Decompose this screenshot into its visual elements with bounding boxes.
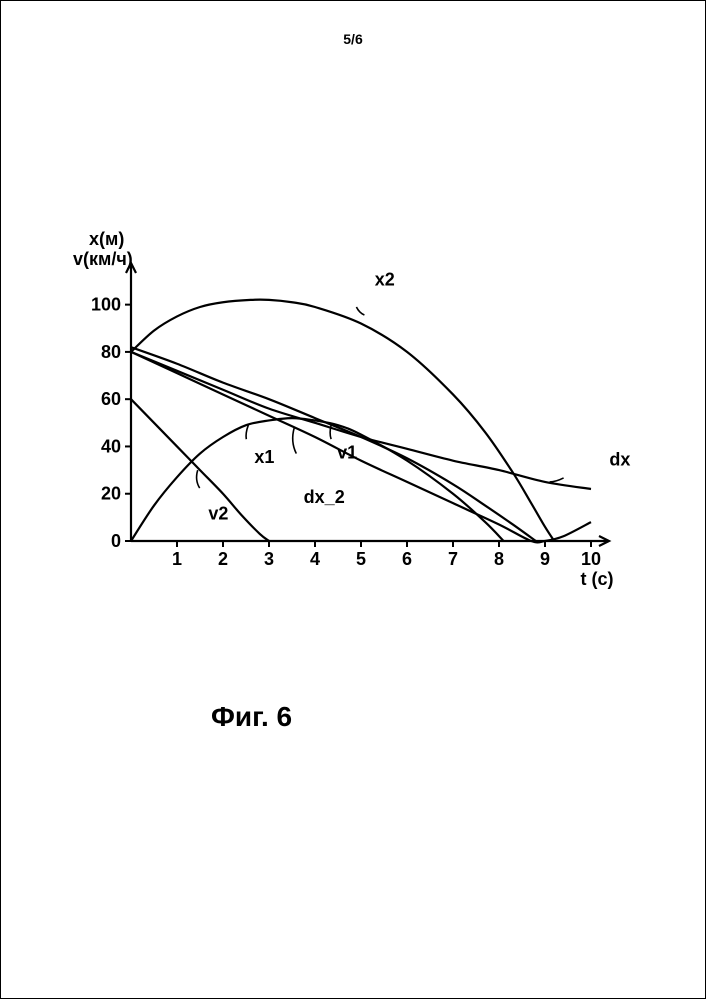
y-tick-label: 60 — [101, 389, 121, 409]
x-tick-label: 9 — [540, 549, 550, 569]
y-tick-label: 40 — [101, 436, 121, 456]
x-tick-label: 5 — [356, 549, 366, 569]
x-tick-label: 6 — [402, 549, 412, 569]
y-tick-label: 80 — [101, 342, 121, 362]
x-tick-label: 3 — [264, 549, 274, 569]
x-tick-label: 4 — [310, 549, 320, 569]
x-tick-label: 8 — [494, 549, 504, 569]
series-label-dx: dx — [609, 449, 630, 469]
series-label-dx2: dx_2 — [304, 487, 345, 507]
x-tick-label: 7 — [448, 549, 458, 569]
y-axis-label-2: v(км/ч) — [73, 249, 133, 269]
figure-caption: Фиг. 6 — [211, 701, 292, 733]
series-label-x2: x2 — [375, 270, 395, 290]
y-tick-label: 20 — [101, 484, 121, 504]
x-axis-label: t (c) — [581, 569, 614, 589]
curve-v2 — [131, 399, 269, 541]
x-tick-label: 2 — [218, 549, 228, 569]
page: 5/6 0 20 40 60 80 100 1 2 3 4 5 6 7 8 9 10 x(м)v(км/ч) t … — [0, 0, 706, 999]
series-label-x1: x1 — [254, 447, 274, 467]
y-axis-label-1: x(м) — [89, 229, 124, 249]
x-tick-label: 10 — [581, 549, 601, 569]
y-tick-label: 100 — [91, 295, 121, 315]
y-tick-label: 0 — [111, 531, 121, 551]
x-tick-label: 1 — [172, 549, 182, 569]
curve-x1 — [131, 418, 504, 541]
series-label-v2: v2 — [208, 504, 228, 524]
chart-svg: 02040608010012345678910x(м)v(км/ч)t (c)x… — [71, 261, 631, 621]
series-label-v1: v1 — [337, 442, 357, 462]
page-number: 5/6 — [1, 31, 705, 47]
chart-container: 02040608010012345678910x(м)v(км/ч)t (c)x… — [71, 261, 631, 591]
